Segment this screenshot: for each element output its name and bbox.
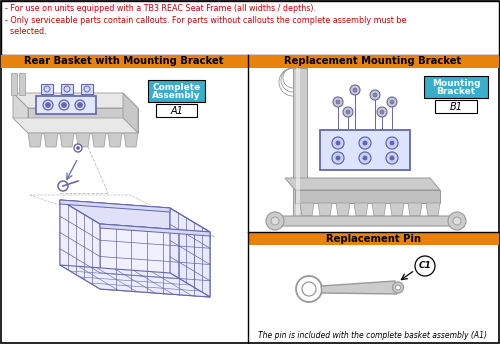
Polygon shape xyxy=(108,133,122,147)
Polygon shape xyxy=(156,104,197,117)
Polygon shape xyxy=(92,133,106,147)
Circle shape xyxy=(380,110,384,114)
Polygon shape xyxy=(321,281,397,294)
Circle shape xyxy=(76,147,80,150)
Circle shape xyxy=(332,152,344,164)
Text: B1: B1 xyxy=(450,101,462,111)
Circle shape xyxy=(62,103,66,107)
Polygon shape xyxy=(426,203,440,216)
Circle shape xyxy=(296,276,322,302)
Polygon shape xyxy=(248,55,499,68)
Text: Replacement Mounting Bracket: Replacement Mounting Bracket xyxy=(284,56,462,66)
Circle shape xyxy=(362,155,368,161)
Circle shape xyxy=(58,181,68,191)
Circle shape xyxy=(43,100,53,110)
Polygon shape xyxy=(1,55,248,68)
Circle shape xyxy=(74,144,82,152)
Polygon shape xyxy=(13,118,138,133)
Polygon shape xyxy=(390,203,404,216)
Circle shape xyxy=(302,282,316,296)
Polygon shape xyxy=(28,133,42,147)
Polygon shape xyxy=(61,84,73,94)
Circle shape xyxy=(359,152,371,164)
Circle shape xyxy=(46,103,51,107)
Polygon shape xyxy=(296,68,300,223)
Circle shape xyxy=(362,140,368,146)
Polygon shape xyxy=(170,208,210,297)
Circle shape xyxy=(75,100,85,110)
Circle shape xyxy=(453,217,461,225)
Circle shape xyxy=(386,152,398,164)
Circle shape xyxy=(386,137,398,149)
Circle shape xyxy=(387,97,397,107)
Circle shape xyxy=(336,140,340,146)
Circle shape xyxy=(336,100,340,104)
Circle shape xyxy=(370,90,380,100)
Circle shape xyxy=(373,93,377,97)
Text: Rear Basket with Mounting Bracket: Rear Basket with Mounting Bracket xyxy=(24,56,224,66)
Circle shape xyxy=(266,212,284,230)
Circle shape xyxy=(390,155,394,161)
Polygon shape xyxy=(295,190,440,203)
Polygon shape xyxy=(60,200,170,273)
Text: - Only serviceable parts contain callouts. For parts without callouts the comple: - Only serviceable parts contain callout… xyxy=(5,16,406,25)
Circle shape xyxy=(350,85,360,95)
Circle shape xyxy=(271,217,279,225)
Circle shape xyxy=(390,100,394,104)
Circle shape xyxy=(84,86,90,92)
Polygon shape xyxy=(424,76,488,98)
Circle shape xyxy=(78,103,82,107)
Polygon shape xyxy=(248,232,499,245)
Circle shape xyxy=(332,137,344,149)
Circle shape xyxy=(346,110,350,114)
Circle shape xyxy=(333,97,343,107)
Polygon shape xyxy=(81,84,93,94)
Polygon shape xyxy=(44,133,58,147)
Polygon shape xyxy=(60,133,74,147)
Polygon shape xyxy=(60,200,100,289)
Text: selected.: selected. xyxy=(5,27,46,36)
Polygon shape xyxy=(11,73,17,95)
Circle shape xyxy=(392,282,404,293)
Polygon shape xyxy=(13,93,138,108)
Polygon shape xyxy=(19,73,25,95)
Polygon shape xyxy=(285,178,440,190)
Text: The pin is included with the complete basket assembly (A1): The pin is included with the complete ba… xyxy=(258,332,488,341)
Circle shape xyxy=(396,285,400,290)
Circle shape xyxy=(377,107,387,117)
Polygon shape xyxy=(148,80,205,102)
Polygon shape xyxy=(372,203,386,216)
Polygon shape xyxy=(408,203,422,216)
Circle shape xyxy=(44,86,50,92)
Text: Replacement Pin: Replacement Pin xyxy=(326,234,420,244)
Text: Mounting: Mounting xyxy=(432,78,480,87)
Polygon shape xyxy=(100,224,210,236)
Polygon shape xyxy=(318,203,332,216)
Polygon shape xyxy=(435,100,477,113)
Polygon shape xyxy=(293,68,307,223)
Polygon shape xyxy=(123,93,138,133)
Circle shape xyxy=(59,100,69,110)
Text: C1: C1 xyxy=(418,261,432,270)
Text: - For use on units equipped with a TB3 REAC Seat Frame (all widths / depths).: - For use on units equipped with a TB3 R… xyxy=(5,4,316,13)
Polygon shape xyxy=(1,1,499,55)
Polygon shape xyxy=(36,96,96,114)
Polygon shape xyxy=(41,84,53,94)
Circle shape xyxy=(448,212,466,230)
Polygon shape xyxy=(320,130,410,170)
Circle shape xyxy=(415,256,435,276)
Text: Complete: Complete xyxy=(152,83,200,92)
Polygon shape xyxy=(60,200,170,212)
Polygon shape xyxy=(76,133,90,147)
Text: A1: A1 xyxy=(170,106,183,116)
Polygon shape xyxy=(13,93,28,133)
Circle shape xyxy=(359,137,371,149)
Circle shape xyxy=(353,88,357,92)
Polygon shape xyxy=(60,265,210,297)
Polygon shape xyxy=(300,203,314,216)
Polygon shape xyxy=(100,224,210,297)
Circle shape xyxy=(64,86,70,92)
Text: Bracket: Bracket xyxy=(436,87,476,97)
Circle shape xyxy=(336,155,340,161)
